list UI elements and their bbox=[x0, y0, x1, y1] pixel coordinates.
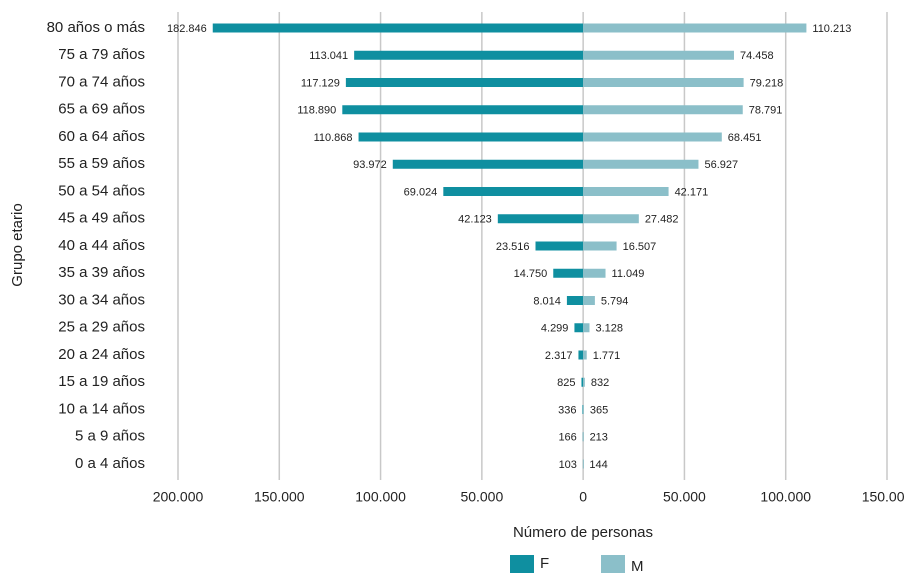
bar bbox=[535, 241, 584, 251]
y-tick-label: 75 a 79 años bbox=[58, 46, 145, 63]
y-tick-label: 55 a 59 años bbox=[58, 155, 145, 172]
x-tick-label: 50.000 bbox=[663, 489, 706, 505]
y-tick-label: 0 a 4 años bbox=[75, 455, 145, 472]
value-label: 213 bbox=[590, 432, 608, 444]
legend-label: F bbox=[540, 555, 549, 572]
x-tick-label: 0 bbox=[579, 489, 587, 505]
y-tick-label: 35 a 39 años bbox=[58, 264, 145, 281]
value-label: 79.218 bbox=[750, 77, 784, 89]
y-tick-label: 5 a 9 años bbox=[75, 428, 145, 445]
value-label: 110.213 bbox=[812, 23, 851, 35]
bar bbox=[583, 50, 734, 60]
y-tick-label: 15 a 19 años bbox=[58, 373, 145, 390]
value-label: 103 bbox=[559, 459, 577, 471]
bar bbox=[212, 23, 584, 33]
bar bbox=[583, 187, 669, 196]
value-label: 23.516 bbox=[496, 241, 530, 253]
bar bbox=[342, 105, 584, 115]
bar bbox=[497, 214, 584, 224]
x-tick-label: 150.000 bbox=[862, 489, 905, 505]
bar bbox=[583, 323, 590, 333]
bar bbox=[583, 350, 587, 360]
value-label: 166 bbox=[558, 432, 576, 444]
value-label: 69.024 bbox=[404, 186, 438, 198]
value-label: 93.972 bbox=[353, 159, 387, 171]
value-label: 74.458 bbox=[740, 50, 774, 62]
y-tick-label: 50 a 54 años bbox=[58, 182, 145, 199]
y-tick-label: 30 a 34 años bbox=[58, 291, 145, 308]
legend-swatch bbox=[601, 555, 625, 573]
bar bbox=[582, 405, 584, 414]
bar bbox=[583, 296, 595, 305]
value-label: 117.129 bbox=[301, 77, 340, 89]
bar bbox=[583, 377, 585, 387]
legend-label: M bbox=[631, 558, 644, 575]
value-label: 42.171 bbox=[675, 186, 709, 198]
value-label: 3.128 bbox=[595, 323, 623, 335]
value-label: 825 bbox=[557, 377, 575, 389]
value-label: 11.049 bbox=[612, 268, 645, 280]
bar bbox=[583, 132, 722, 142]
value-label: 1.771 bbox=[593, 350, 621, 362]
y-tick-label: 40 a 44 años bbox=[58, 237, 145, 254]
x-axis-title: Número de personas bbox=[513, 524, 653, 541]
y-axis-title: Grupo etario bbox=[9, 203, 26, 286]
value-label: 182.846 bbox=[167, 23, 207, 35]
x-tick-label: 150.000 bbox=[254, 489, 305, 505]
bar bbox=[358, 132, 584, 142]
value-label: 42.123 bbox=[458, 214, 492, 226]
bar bbox=[583, 459, 584, 469]
y-tick-label: 45 a 49 años bbox=[58, 210, 145, 227]
value-label: 14.750 bbox=[514, 268, 548, 280]
value-label: 113.041 bbox=[309, 50, 348, 62]
value-label: 78.791 bbox=[749, 105, 783, 117]
bar bbox=[583, 105, 743, 115]
bar bbox=[578, 350, 584, 360]
bar bbox=[582, 432, 584, 442]
value-label: 110.868 bbox=[314, 132, 353, 144]
bar bbox=[583, 405, 584, 414]
value-label: 16.507 bbox=[623, 241, 657, 253]
bar bbox=[345, 78, 584, 87]
value-label: 8.014 bbox=[533, 295, 561, 307]
bar bbox=[581, 377, 584, 387]
x-tick-label: 200.000 bbox=[153, 489, 204, 505]
value-label: 144 bbox=[589, 459, 607, 471]
x-tick-label: 100.000 bbox=[355, 489, 406, 505]
bar bbox=[583, 241, 617, 251]
value-label: 118.890 bbox=[297, 105, 336, 117]
bar bbox=[583, 432, 584, 442]
bar bbox=[583, 78, 744, 87]
value-label: 2.317 bbox=[545, 350, 573, 362]
y-tick-label: 65 a 69 años bbox=[58, 101, 145, 118]
value-label: 365 bbox=[590, 404, 608, 416]
y-tick-label: 25 a 29 años bbox=[58, 319, 145, 336]
bar bbox=[354, 50, 584, 60]
value-label: 336 bbox=[558, 404, 576, 416]
y-tick-label: 10 a 14 años bbox=[58, 400, 145, 417]
bar bbox=[392, 159, 584, 169]
y-tick-label: 60 a 64 años bbox=[58, 128, 145, 145]
x-tick-label: 100.000 bbox=[760, 489, 811, 505]
value-label: 27.482 bbox=[645, 214, 679, 226]
bar bbox=[583, 268, 606, 278]
bar bbox=[574, 323, 584, 333]
legend-swatch bbox=[510, 555, 534, 573]
y-tick-label: 20 a 24 años bbox=[58, 346, 145, 363]
x-tick-label: 50.000 bbox=[460, 489, 503, 505]
bar bbox=[566, 296, 584, 305]
bar bbox=[443, 187, 584, 196]
value-label: 68.451 bbox=[728, 132, 762, 144]
value-label: 4.299 bbox=[541, 323, 569, 335]
bar bbox=[583, 23, 807, 33]
bar bbox=[583, 214, 639, 224]
value-label: 56.927 bbox=[704, 159, 738, 171]
value-label: 5.794 bbox=[601, 295, 629, 307]
value-label: 832 bbox=[591, 377, 609, 389]
bar bbox=[583, 159, 699, 169]
bar bbox=[553, 268, 584, 278]
y-tick-label: 80 años o más bbox=[47, 19, 145, 36]
y-tick-label: 70 a 74 años bbox=[58, 73, 145, 90]
